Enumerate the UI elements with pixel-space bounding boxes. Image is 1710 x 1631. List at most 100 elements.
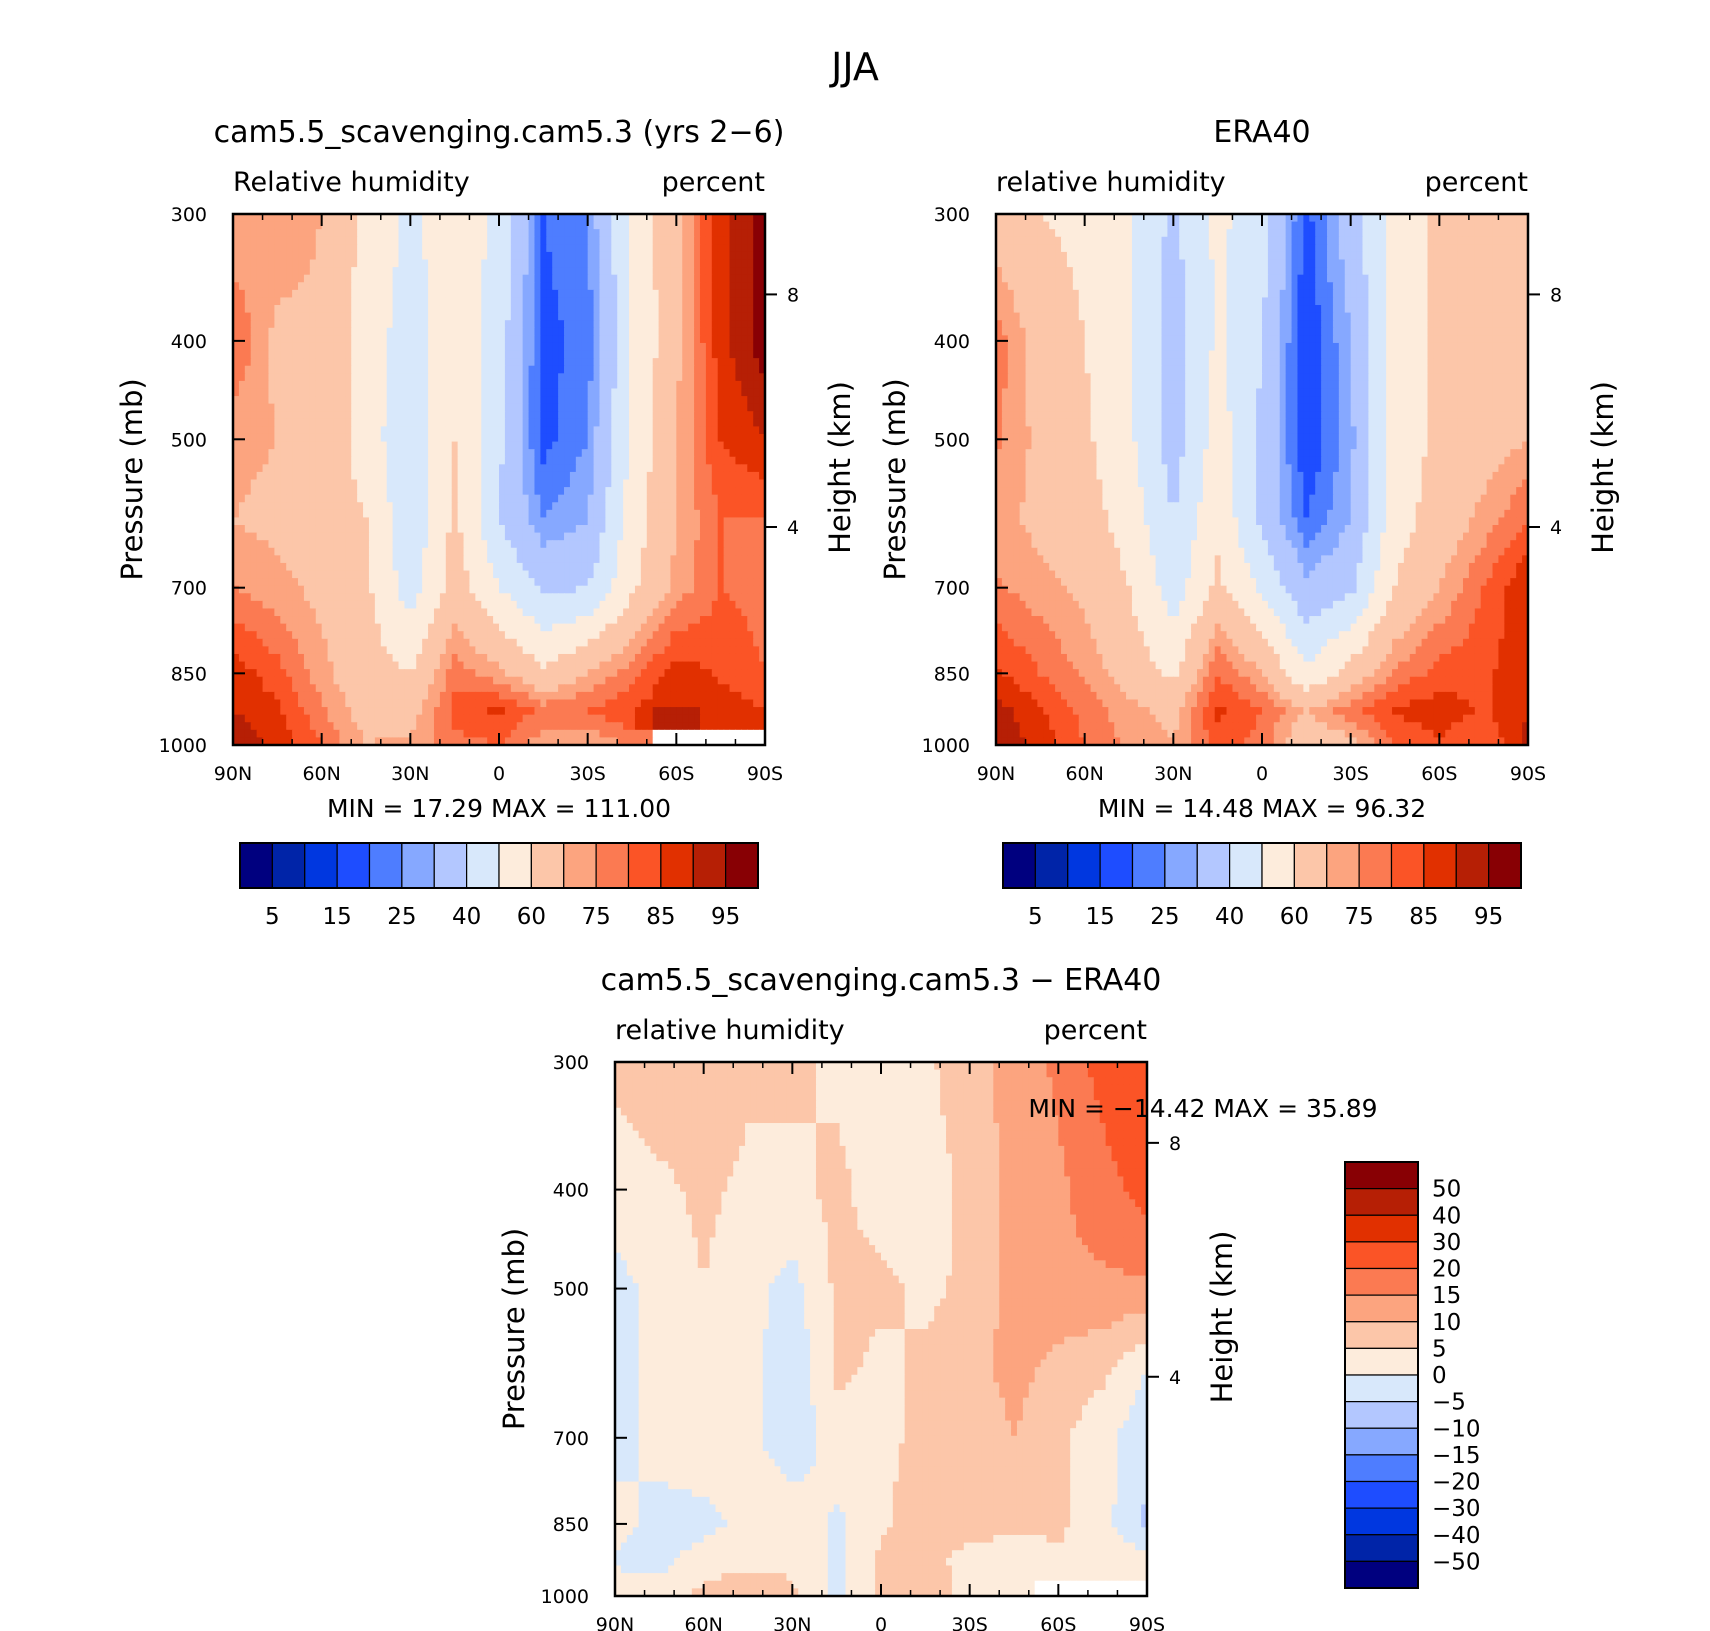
contour-cell <box>717 305 725 314</box>
contour-cell <box>286 244 293 253</box>
contour-cell <box>351 282 358 291</box>
contour-cell <box>658 289 666 299</box>
contour-cell <box>593 600 601 610</box>
contour-cell <box>753 471 760 481</box>
contour-cell <box>516 327 524 336</box>
contour-cell <box>398 585 406 594</box>
contour-cell <box>357 532 364 541</box>
contour-cell <box>368 540 376 549</box>
contour-cell <box>351 509 358 519</box>
contour-cell <box>481 585 488 594</box>
contour-cell <box>729 471 737 481</box>
contour-cell <box>694 373 701 382</box>
contour-cell <box>392 327 400 336</box>
contour-cell <box>315 388 323 397</box>
contour-cell <box>274 380 281 390</box>
contour-cell <box>233 411 240 420</box>
contour-cell <box>262 555 270 564</box>
contour-cell <box>664 449 672 458</box>
contour-cell <box>274 403 281 412</box>
contour-cell <box>747 396 754 405</box>
contour-cell <box>457 562 465 572</box>
contour-cell <box>363 570 370 579</box>
contour-cell <box>711 411 719 420</box>
contour-cell <box>475 365 482 374</box>
contour-cell <box>575 388 583 397</box>
contour-cell <box>504 547 512 556</box>
contour-cell <box>516 479 524 488</box>
contour-cell <box>741 593 748 602</box>
contour-cell <box>298 327 305 336</box>
contour-cell <box>670 418 677 427</box>
contour-cell <box>469 274 476 283</box>
contour-cell <box>428 555 435 564</box>
contour-cell <box>439 479 447 488</box>
contour-cell <box>670 532 677 541</box>
contour-cell <box>593 578 601 587</box>
contour-cell <box>303 532 311 541</box>
contour-cell <box>711 236 719 245</box>
contour-cell <box>404 608 411 617</box>
contour-cell <box>516 433 524 443</box>
contour-cell <box>422 593 429 602</box>
contour-cell <box>457 221 465 230</box>
contour-cell <box>623 464 630 473</box>
contour-cell <box>564 509 571 519</box>
contour-cell <box>599 380 606 390</box>
contour-cell <box>416 335 423 344</box>
contour-cell <box>280 358 287 367</box>
contour-cell <box>333 471 340 481</box>
contour-cell <box>280 411 287 420</box>
contour-cell <box>688 593 695 602</box>
contour-cell <box>286 479 293 488</box>
contour-cell <box>268 441 275 450</box>
contour-cell <box>759 320 766 329</box>
contour-cell <box>286 547 293 556</box>
contour-cell <box>433 403 441 412</box>
contour-cell <box>410 540 417 549</box>
contour-cell <box>262 600 270 610</box>
contour-cell <box>256 274 264 283</box>
contour-cell <box>244 471 252 481</box>
contour-cell <box>670 570 677 579</box>
contour-cell <box>652 547 660 556</box>
contour-cell <box>280 426 287 435</box>
contour-cell <box>351 411 358 420</box>
contour-cell <box>457 282 465 291</box>
contour-cell <box>244 259 252 268</box>
contour-cell <box>351 585 358 594</box>
contour-cell <box>321 616 329 625</box>
contour-cell <box>428 236 435 245</box>
contour-cell <box>694 297 701 306</box>
contour-cell <box>238 494 246 503</box>
contour-cell <box>386 426 394 435</box>
contour-cell <box>676 426 683 435</box>
contour-cell <box>416 380 423 390</box>
contour-cell <box>374 297 382 306</box>
contour-cell <box>623 236 630 245</box>
contour-cell <box>244 380 252 390</box>
contour-cell <box>463 456 471 465</box>
contour-cell <box>617 464 624 473</box>
contour-cell <box>599 502 606 511</box>
contour-cell <box>321 562 329 572</box>
contour-cell <box>233 289 240 299</box>
contour-cell <box>463 600 471 610</box>
contour-cell <box>439 464 447 473</box>
contour-cell <box>694 487 701 496</box>
contour-cell <box>380 593 388 602</box>
contour-cell <box>422 608 429 617</box>
contour-cell <box>481 578 488 587</box>
contour-cell <box>640 616 648 625</box>
contour-cell <box>292 616 299 625</box>
contour-cell <box>682 487 689 496</box>
contour-cell <box>410 320 417 329</box>
contour-cell <box>528 585 536 594</box>
contour-cell <box>368 456 376 465</box>
contour-cell <box>759 365 766 374</box>
contour-cell <box>368 433 376 443</box>
contour-cell <box>575 517 583 526</box>
contour-cell <box>262 585 270 594</box>
contour-cell <box>534 540 541 549</box>
contour-cell <box>504 623 512 632</box>
